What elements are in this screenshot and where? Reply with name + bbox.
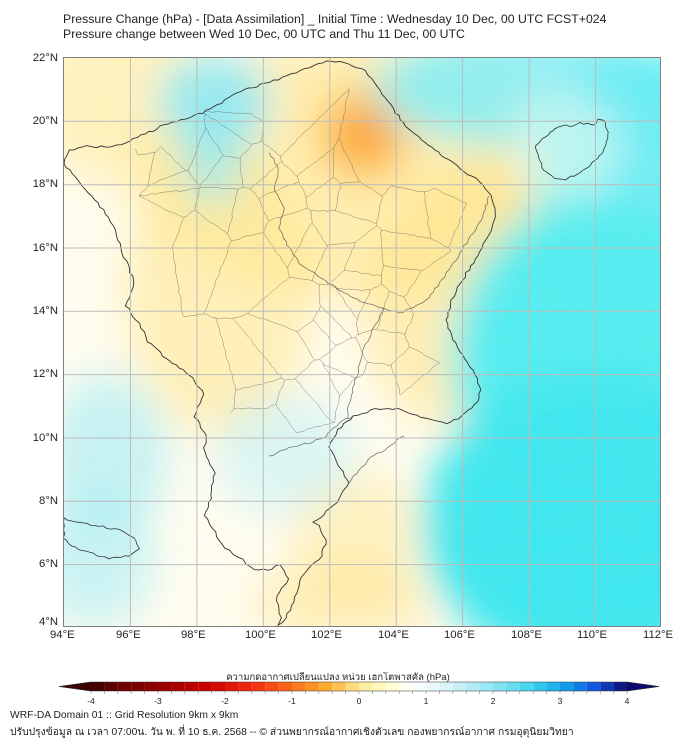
svg-text:-3: -3 [154, 696, 162, 706]
svg-text:-2: -2 [221, 696, 229, 706]
svg-text:1: 1 [424, 696, 429, 706]
svg-text:2: 2 [491, 696, 496, 706]
svg-text:4: 4 [625, 696, 630, 706]
svg-text:-1: -1 [288, 696, 296, 706]
svg-text:0: 0 [357, 696, 362, 706]
svg-text:-4: -4 [87, 696, 95, 706]
svg-text:ความกดอากาศเปลี่ยนแปลง หน่วย เ: ความกดอากาศเปลี่ยนแปลง หน่วย เฮกโตพาสคัล… [226, 672, 450, 683]
svg-text:3: 3 [558, 696, 563, 706]
